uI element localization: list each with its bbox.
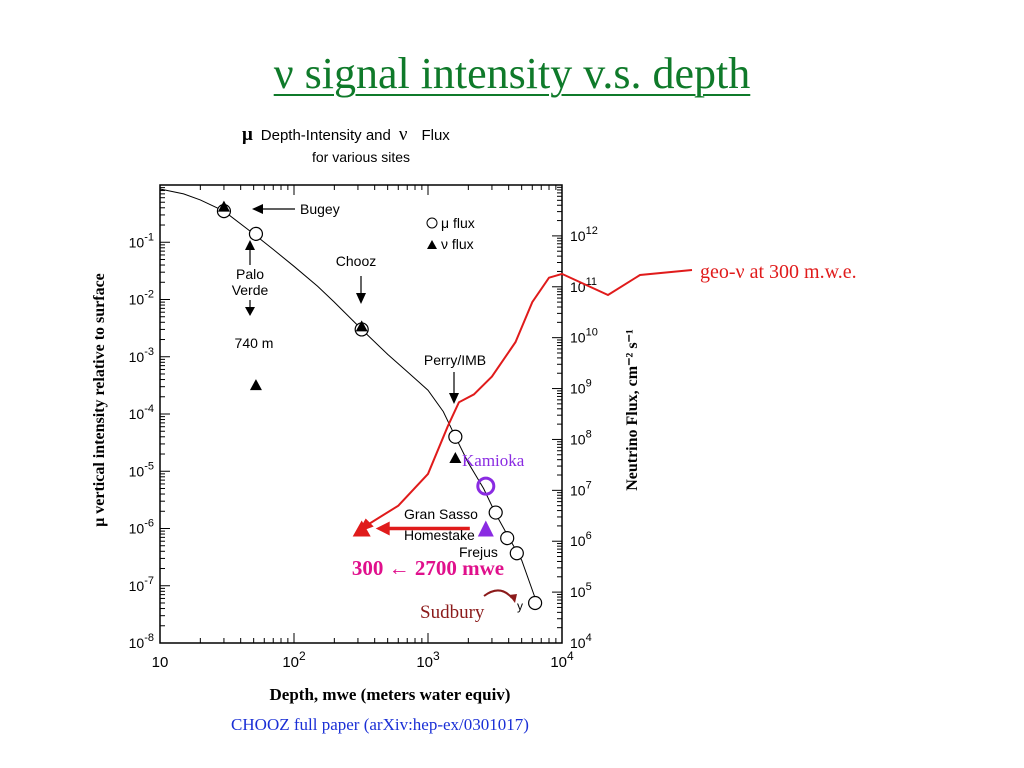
depth-arrow-head <box>375 521 390 536</box>
y-left-tick-label: 10-6 <box>129 518 154 537</box>
legend-mu-marker <box>426 217 438 229</box>
chart-title-line1: μ Depth-Intensity and ν Flux <box>242 124 450 145</box>
legend-nu-label: ν flux <box>441 236 474 252</box>
y-left-tick-label: 10-3 <box>129 346 154 365</box>
mu-flux-point <box>448 429 463 444</box>
site-label-gran-sasso: Gran Sasso <box>404 506 478 522</box>
y-left-axis-title: μ vertical intensity relative to surface <box>91 273 108 527</box>
sudbury-label: Sudbury <box>420 602 485 623</box>
site-label-perry-imb: Perry/IMB <box>424 352 486 368</box>
y-left-tick-label: 10-2 <box>129 289 154 308</box>
chart-title-line2: for various sites <box>312 149 410 165</box>
kamioka-marker <box>476 476 496 496</box>
sudbury-arrow-head <box>509 594 517 603</box>
site-label-frejus: Frejus <box>459 544 498 560</box>
arrow-target-triangle <box>352 520 371 537</box>
y-right-axis-title: Neutrino Flux, cm⁻² s⁻¹ <box>624 329 641 491</box>
site-label-bugey: Bugey <box>300 201 340 217</box>
palo-arrow-head <box>245 240 255 250</box>
site-label-y: y <box>517 599 523 613</box>
y-left-tick-label: 10-8 <box>129 632 154 651</box>
site-label-chooz: Chooz <box>336 253 376 269</box>
y-right-tick-label: 107 <box>570 479 592 498</box>
y-right-tick-label: 109 <box>570 378 592 397</box>
geo-nu-curve <box>361 269 693 530</box>
nu-flux-point <box>249 379 262 391</box>
sudbury-arrow-curve <box>483 589 513 599</box>
mu-flux-point <box>248 226 264 241</box>
y-left-tick-label: 10-4 <box>129 403 154 422</box>
citation: CHOOZ full paper (arXiv:hep-ex/0301017) <box>231 715 529 734</box>
y-right-tick-label: 1012 <box>570 225 598 244</box>
mu-flux-point <box>488 505 503 520</box>
legend-mu-label: μ flux <box>441 215 475 231</box>
nu-flux-point <box>217 200 230 212</box>
site-label-verde: Verde <box>232 282 269 298</box>
depth-arrow-label: 300 ← 2700 mwe <box>352 556 504 580</box>
geo-nu-label: geo-ν at 300 m.w.e. <box>700 261 857 283</box>
verde-arrow-head <box>245 307 255 316</box>
kamioka-label: Kamioka <box>462 451 525 470</box>
mu-flux-point <box>528 595 543 611</box>
bugey-arrow-head <box>252 204 263 214</box>
nu-flux-point <box>449 452 462 464</box>
chooz-arrow-head <box>356 293 366 304</box>
mu-flux-point <box>509 546 524 561</box>
x-tick-label: 104 <box>550 649 574 671</box>
y-left-tick-label: 10-5 <box>129 460 154 479</box>
y-right-tick-label: 105 <box>570 581 592 600</box>
y-left-tick-label: 10-1 <box>129 231 154 250</box>
x-tick-label: 10 <box>152 654 169 671</box>
site-label-740m: 740 m <box>235 335 274 351</box>
mu-flux-curve <box>159 188 538 604</box>
y-right-tick-label: 1010 <box>570 327 598 346</box>
slide-title: ν signal intensity v.s. depth <box>273 49 751 98</box>
x-axis-title: Depth, mwe (meters water equiv) <box>270 685 511 704</box>
y-right-tick-label: 106 <box>570 530 592 549</box>
y-right-tick-label: 104 <box>570 632 592 651</box>
nu-flux-point <box>355 320 368 332</box>
mu-flux-point <box>500 530 515 546</box>
y-right-tick-label: 108 <box>570 428 592 447</box>
perry-arrow-head <box>449 393 459 404</box>
x-tick-label: 103 <box>416 649 440 671</box>
site-label-palo: Palo <box>236 266 264 282</box>
y-left-tick-label: 10-7 <box>129 575 154 594</box>
site-label-homestake: Homestake <box>404 527 475 543</box>
legend-nu-marker <box>427 240 437 249</box>
arrow-source-triangle <box>477 520 494 537</box>
x-tick-label: 102 <box>282 649 306 671</box>
